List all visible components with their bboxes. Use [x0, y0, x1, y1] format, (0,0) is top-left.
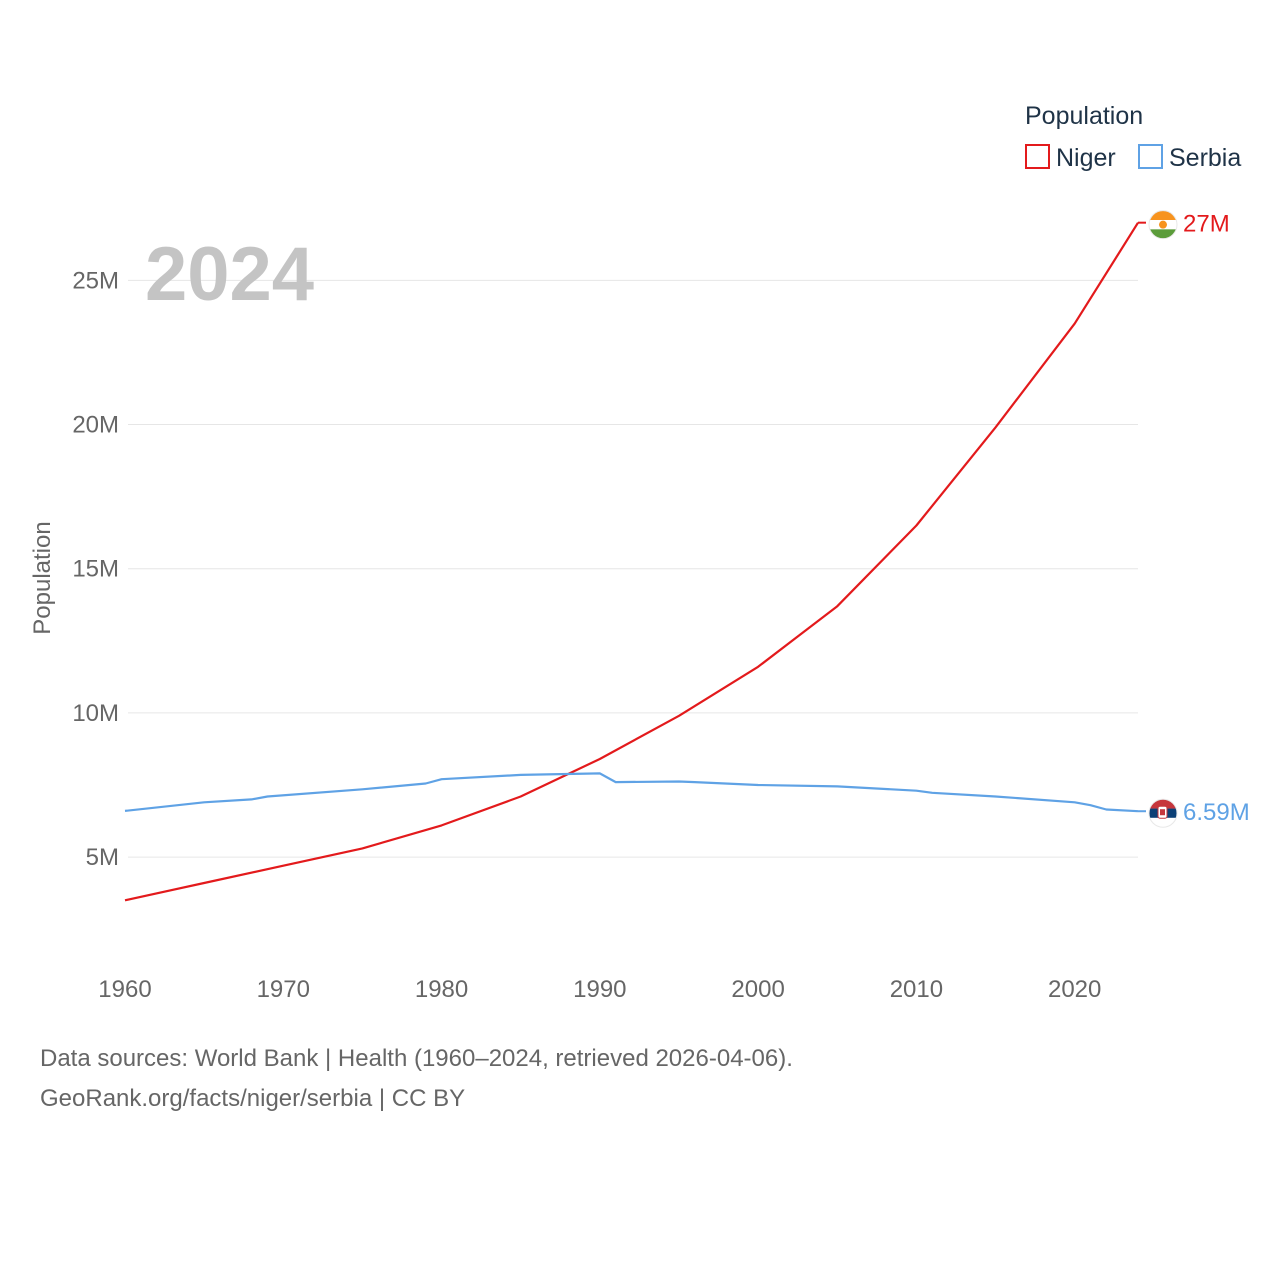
x-tick-label: 1990 — [573, 976, 626, 1003]
x-tick-label: 1970 — [257, 976, 310, 1003]
serbia-flag-icon — [1148, 798, 1178, 828]
series-line-niger[interactable] — [124, 222, 1139, 902]
y-tick-label: 15M — [72, 556, 119, 583]
footer-sources: Data sources: World Bank | Health (1960–… — [40, 1045, 793, 1072]
end-label-niger: 27M — [1183, 211, 1230, 238]
end-labels: 27M 6.59M — [1138, 210, 1250, 828]
legend-label-niger[interactable]: Niger — [1056, 144, 1116, 172]
x-tick-label: 1960 — [98, 976, 151, 1003]
y-tick-label: 20M — [72, 412, 119, 439]
chart: 5M 10M 15M 20M 25M 1960 1970 1980 1990 2000 2010 2… — [29, 102, 1250, 1003]
x-tick-label: 2020 — [1048, 976, 1101, 1003]
gridlines — [128, 279, 1138, 858]
series-line-serbia[interactable] — [124, 772, 1139, 813]
series-lines — [124, 222, 1139, 902]
y-tick-label: 25M — [72, 267, 119, 294]
x-axis: 1960 1970 1980 1990 2000 2010 2020 — [98, 976, 1101, 1003]
y-axis-label: Population — [29, 521, 56, 634]
x-tick-label: 1980 — [415, 976, 468, 1003]
niger-flag-icon — [1148, 210, 1178, 240]
y-axis: 5M 10M 15M 20M 25M — [72, 267, 119, 871]
x-tick-label: 2000 — [731, 976, 784, 1003]
year-title: 2024 — [145, 232, 314, 317]
end-label-serbia: 6.59M — [1183, 799, 1250, 826]
x-tick-label: 2010 — [890, 976, 943, 1003]
footer-attribution: GeoRank.org/facts/niger/serbia | CC BY — [40, 1085, 466, 1112]
legend-swatch-niger[interactable] — [1025, 144, 1050, 169]
legend[interactable]: Population Niger Serbia — [1025, 102, 1241, 172]
legend-swatch-serbia[interactable] — [1138, 144, 1163, 169]
legend-title: Population — [1025, 102, 1143, 130]
y-tick-label: 10M — [72, 700, 119, 727]
legend-label-serbia[interactable]: Serbia — [1169, 144, 1241, 172]
y-tick-label: 5M — [86, 844, 119, 871]
